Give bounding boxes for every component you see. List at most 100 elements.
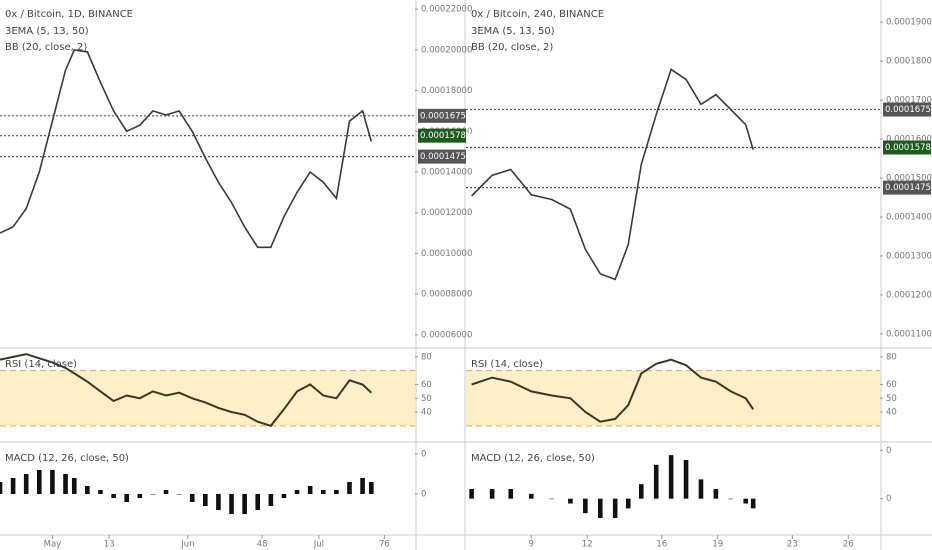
macd-bar	[281, 494, 287, 498]
macd-bar	[568, 498, 573, 504]
macd-bar	[508, 489, 514, 499]
macd-bar	[242, 494, 247, 514]
rsi-line	[471, 358, 755, 423]
indicator-label: 3EMA (5, 13, 50)	[471, 26, 555, 37]
macd-bar	[0, 482, 3, 494]
indicator-label: BB (20, close, 2)	[5, 42, 87, 53]
macd-bar	[612, 498, 618, 519]
macd-bar	[653, 464, 659, 499]
macd-bar	[307, 486, 313, 494]
macd-bar	[85, 486, 90, 494]
x-tick-label: 16	[656, 540, 667, 550]
macd-bar	[347, 482, 352, 494]
macd-bar	[625, 498, 631, 509]
price-title: 0x / Bitcoin, 240, BINANCE	[471, 9, 604, 20]
macd-bar	[728, 498, 734, 500]
macd-bar	[583, 498, 588, 514]
y-tick-label: 0.00008000	[421, 290, 472, 300]
macd-bar	[469, 489, 474, 499]
y-tick-label: 0.00022000	[421, 5, 472, 15]
macd-bar	[23, 474, 29, 494]
level-label: 0.00015784	[885, 143, 932, 153]
macd-bar	[743, 498, 749, 504]
level-tag	[418, 149, 466, 164]
y-tick-label: 0.00010000	[421, 249, 472, 259]
macd-bar	[150, 494, 156, 495]
x-tick-label: 48	[257, 540, 268, 550]
y-tick-label: 0.00014000	[421, 167, 472, 177]
macd-bar	[597, 498, 603, 519]
level-tag	[883, 140, 931, 155]
macd-bar	[71, 478, 77, 494]
y-tick-label: 0	[421, 490, 426, 500]
macd-bar	[63, 474, 68, 494]
level-tag	[883, 102, 931, 117]
macd-title: MACD (12, 26, close, 50)	[5, 453, 129, 464]
macd-bar	[294, 490, 300, 494]
indicator-label: 3EMA (5, 13, 50)	[5, 26, 89, 37]
y-tick-label: 80	[886, 352, 897, 362]
rsi-band	[0, 370, 415, 426]
price-line	[0, 49, 373, 249]
y-tick-label: 0.00020000	[421, 45, 472, 55]
macd-bar	[668, 455, 674, 499]
macd-title: MACD (12, 26, close, 50)	[471, 453, 595, 464]
macd-bar	[176, 494, 182, 495]
x-tick-label: May	[44, 540, 62, 550]
x-tick-label: 26	[843, 540, 854, 550]
macd-bar	[268, 494, 274, 506]
macd-bar	[713, 489, 719, 499]
x-tick-label: 12	[582, 540, 593, 550]
macd-bar	[638, 484, 644, 499]
rsi-title: RSI (14, close)	[5, 359, 77, 370]
macd-bar	[489, 489, 495, 499]
macd-bar	[334, 490, 339, 494]
macd-bar	[683, 459, 689, 499]
macd-bar	[369, 482, 374, 494]
y-tick-label: 60	[421, 380, 432, 390]
macd-bar	[189, 494, 195, 502]
macd-bar	[203, 494, 208, 506]
macd-bar	[10, 478, 16, 494]
macd-bar	[111, 494, 116, 498]
x-tick-label: Jun	[180, 540, 194, 550]
y-tick-label: 0.00012000	[886, 290, 932, 300]
x-tick-label: 19	[712, 540, 723, 550]
macd-bar	[216, 494, 221, 510]
x-tick-label: 9	[529, 540, 534, 550]
macd-bar	[124, 494, 129, 502]
x-tick-label: 13	[104, 540, 115, 550]
level-label: 0.00016759	[420, 111, 471, 121]
x-tick-label: 76	[379, 540, 390, 550]
y-tick-label: 0	[421, 450, 426, 460]
macd-bar	[528, 493, 534, 499]
level-label: 0.00014755	[420, 152, 471, 162]
level-label: 0.00015784	[420, 131, 471, 141]
macd-bar	[50, 470, 55, 494]
macd-bar	[37, 470, 42, 494]
y-tick-label: 0	[886, 446, 891, 456]
indicator-label: BB (20, close, 2)	[471, 42, 553, 53]
y-tick-label: 60	[886, 380, 897, 390]
macd-bar	[360, 478, 365, 494]
level-label: 0.00016759	[885, 105, 932, 115]
macd-bar	[229, 494, 234, 514]
macd-bar	[320, 490, 326, 494]
rsi-title: RSI (14, close)	[471, 359, 543, 370]
level-label: 0.00014755	[885, 183, 932, 193]
y-tick-label: 0.00014000	[886, 213, 932, 223]
y-tick-label: 0.00006000	[421, 330, 472, 340]
macd-bar	[98, 490, 103, 494]
level-tag	[418, 108, 466, 123]
rsi-line	[0, 353, 372, 427]
y-tick-label: 0.00012000	[421, 208, 472, 218]
price-title: 0x / Bitcoin, 1D, BINANCE	[5, 9, 133, 20]
level-tag	[418, 128, 466, 143]
macd-bar	[750, 498, 756, 509]
